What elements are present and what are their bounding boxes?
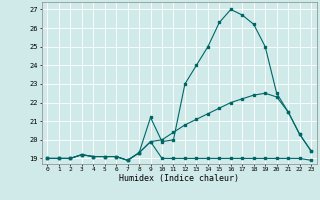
X-axis label: Humidex (Indice chaleur): Humidex (Indice chaleur) (119, 174, 239, 183)
